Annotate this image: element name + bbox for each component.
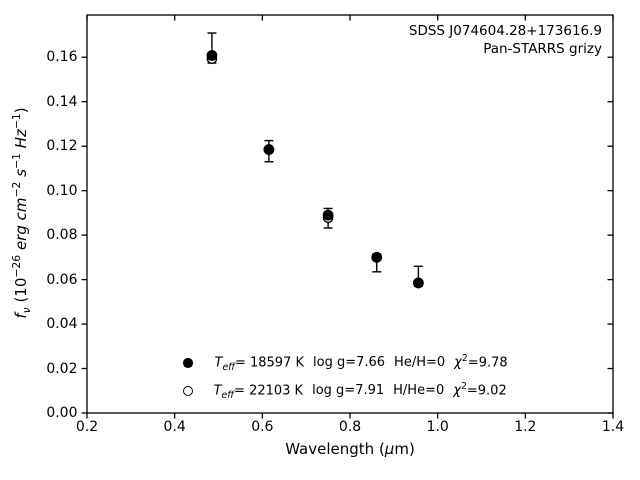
data-point-filled (263, 144, 275, 155)
flux-symbol: f (12, 313, 30, 319)
open-circle-marker-icon (183, 386, 193, 396)
object-name: SDSS J074604.28+173616.9 (408, 23, 602, 39)
chi-symbol: χ (453, 383, 461, 399)
teff-subscript: eff (221, 389, 235, 401)
ylabel-close-paren: ) (12, 107, 30, 114)
teff-subscript: eff (222, 361, 235, 373)
teff-value: = 18597 K (234, 355, 304, 371)
legend-row-model1: Teff= 18597 K log g=7.66 He/H=0 χ2=9.78 (178, 349, 508, 377)
data-point-filled (412, 277, 424, 289)
data-point-filled (206, 50, 218, 61)
survey-name: Pan-STARRS grizy (483, 40, 602, 57)
chi-value: =9.02 (466, 383, 507, 399)
abundance-ratio: He/H=0 (394, 355, 446, 371)
unit-s: s (12, 168, 30, 182)
exp-26: −26 (10, 254, 23, 278)
exp-2: −2 (10, 181, 23, 198)
chi-superscript: 2 (460, 381, 467, 393)
exp-1a: −1 (10, 153, 23, 169)
ylabel-paren: (10 (12, 277, 30, 308)
teff-value: = 22103 K (234, 383, 304, 399)
data-point-filled (371, 251, 383, 263)
source-annotation: SDSS J074604.28+173616.9 Pan-STARRS griz… (409, 23, 602, 58)
filled-circle-marker-icon (183, 358, 193, 368)
chi-superscript: 2 (461, 353, 468, 365)
y-axis-label: fν (10−26 erg cm−2 s−1 Hz−1) (10, 43, 33, 383)
x-axis-label: Wavelength (μm) (87, 440, 613, 458)
x-axis-label-text: Wavelength ( (285, 440, 385, 458)
teff-symbol: T (214, 355, 223, 371)
exp-1b: −1 (10, 113, 23, 130)
unit-erg-cm: erg cm (12, 197, 30, 255)
abundance-ratio: H/He=0 (393, 383, 445, 399)
mu-symbol: μ (384, 440, 395, 458)
x-axis-label-unit: m) (394, 440, 415, 458)
legend-text-model1: Teff= 18597 K log g=7.66 He/H=0 χ2=9.78 (215, 353, 508, 373)
logg-value: log g=7.91 (312, 383, 385, 399)
chi-symbol: χ (454, 355, 462, 371)
nu-subscript: ν (20, 307, 33, 314)
chi-value: =9.78 (467, 355, 508, 371)
teff-symbol: T (213, 383, 222, 399)
data-point-filled (322, 209, 334, 221)
legend-row-model2: Teff= 22103 K log g=7.91 H/He=0 χ2=9.02 (178, 377, 508, 405)
logg-value: log g=7.66 (313, 355, 386, 371)
legend-text-model2: Teff= 22103 K log g=7.91 H/He=0 χ2=9.02 (214, 381, 507, 401)
unit-hz: Hz (12, 129, 30, 154)
